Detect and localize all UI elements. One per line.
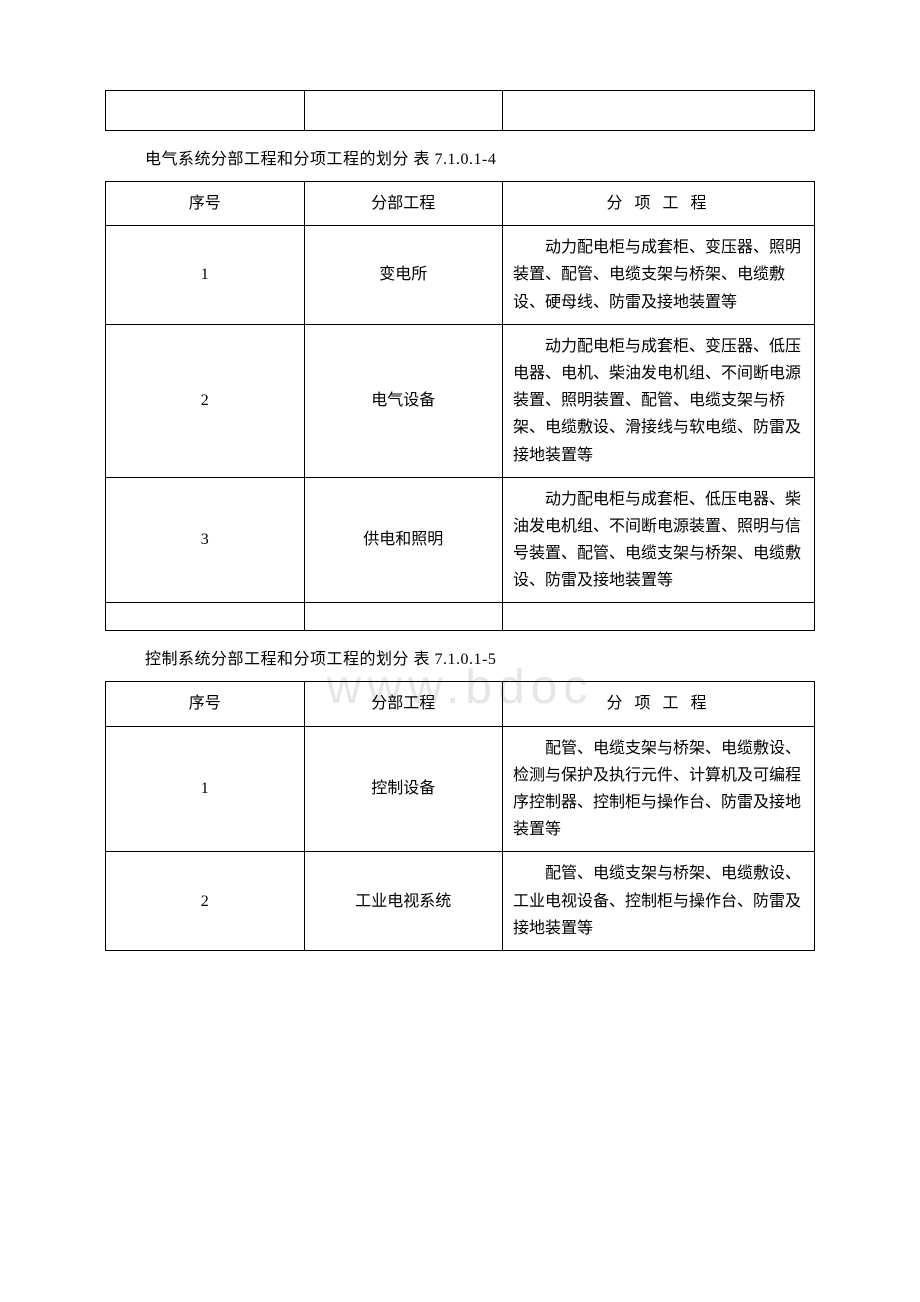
table-cell <box>106 603 305 631</box>
header-item: 分 项 工 程 <box>503 182 815 226</box>
cell-subpart: 控制设备 <box>304 726 503 852</box>
cell-item: 动力配电柜与成套柜、变压器、低压电器、电机、柴油发电机组、不间断电源装置、照明装… <box>503 324 815 477</box>
header-subpart: 分部工程 <box>304 682 503 726</box>
table-row <box>106 603 815 631</box>
table-cell <box>304 603 503 631</box>
cell-text: 动力配电柜与成套柜、变压器、低压电器、电机、柴油发电机组、不间断电源装置、照明装… <box>513 333 804 469</box>
cell-seq: 1 <box>106 726 305 852</box>
header-item: 分 项 工 程 <box>503 682 815 726</box>
cell-seq: 2 <box>106 324 305 477</box>
cell-item: 动力配电柜与成套柜、低压电器、柴油发电机组、不间断电源装置、照明与信号装置、配管… <box>503 477 815 603</box>
table-cell <box>503 603 815 631</box>
table-row: 1 控制设备 配管、电缆支架与桥架、电缆敷设、检测与保护及执行元件、计算机及可编… <box>106 726 815 852</box>
table-cell <box>304 91 503 131</box>
table-2: 序号 分部工程 分 项 工 程 1 控制设备 配管、电缆支架与桥架、电缆敷设、检… <box>105 681 815 951</box>
cell-subpart: 电气设备 <box>304 324 503 477</box>
table-caption: 控制系统分部工程和分项工程的划分 表 7.1.0.1-5 <box>105 645 815 669</box>
table-cell <box>503 91 815 131</box>
cell-seq: 2 <box>106 852 305 951</box>
table-header-row: 序号 分部工程 分 项 工 程 <box>106 682 815 726</box>
header-seq: 序号 <box>106 182 305 226</box>
table-caption: 电气系统分部工程和分项工程的划分 表 7.1.0.1-4 <box>105 145 815 169</box>
cell-text: 配管、电缆支架与桥架、电缆敷设、检测与保护及执行元件、计算机及可编程序控制器、控… <box>513 735 804 844</box>
stub-table-top <box>105 90 815 131</box>
cell-subpart: 供电和照明 <box>304 477 503 603</box>
cell-seq: 3 <box>106 477 305 603</box>
cell-text: 配管、电缆支架与桥架、电缆敷设、工业电视设备、控制柜与操作台、防雷及接地装置等 <box>513 860 804 942</box>
cell-subpart: 工业电视系统 <box>304 852 503 951</box>
table-row: 1 变电所 动力配电柜与成套柜、变压器、照明装置、配管、电缆支架与桥架、电缆敷设… <box>106 226 815 325</box>
cell-item: 配管、电缆支架与桥架、电缆敷设、检测与保护及执行元件、计算机及可编程序控制器、控… <box>503 726 815 852</box>
header-subpart: 分部工程 <box>304 182 503 226</box>
table-row: 3 供电和照明 动力配电柜与成套柜、低压电器、柴油发电机组、不间断电源装置、照明… <box>106 477 815 603</box>
cell-item: 配管、电缆支架与桥架、电缆敷设、工业电视设备、控制柜与操作台、防雷及接地装置等 <box>503 852 815 951</box>
header-seq: 序号 <box>106 682 305 726</box>
cell-seq: 1 <box>106 226 305 325</box>
cell-text: 动力配电柜与成套柜、变压器、照明装置、配管、电缆支架与桥架、电缆敷设、硬母线、防… <box>513 234 804 316</box>
table-cell <box>106 91 305 131</box>
table-row: 2 电气设备 动力配电柜与成套柜、变压器、低压电器、电机、柴油发电机组、不间断电… <box>106 324 815 477</box>
cell-text: 动力配电柜与成套柜、低压电器、柴油发电机组、不间断电源装置、照明与信号装置、配管… <box>513 486 804 595</box>
table-header-row: 序号 分部工程 分 项 工 程 <box>106 182 815 226</box>
cell-item: 动力配电柜与成套柜、变压器、照明装置、配管、电缆支架与桥架、电缆敷设、硬母线、防… <box>503 226 815 325</box>
table-row: 2 工业电视系统 配管、电缆支架与桥架、电缆敷设、工业电视设备、控制柜与操作台、… <box>106 852 815 951</box>
table-1: 序号 分部工程 分 项 工 程 1 变电所 动力配电柜与成套柜、变压器、照明装置… <box>105 181 815 631</box>
cell-subpart: 变电所 <box>304 226 503 325</box>
